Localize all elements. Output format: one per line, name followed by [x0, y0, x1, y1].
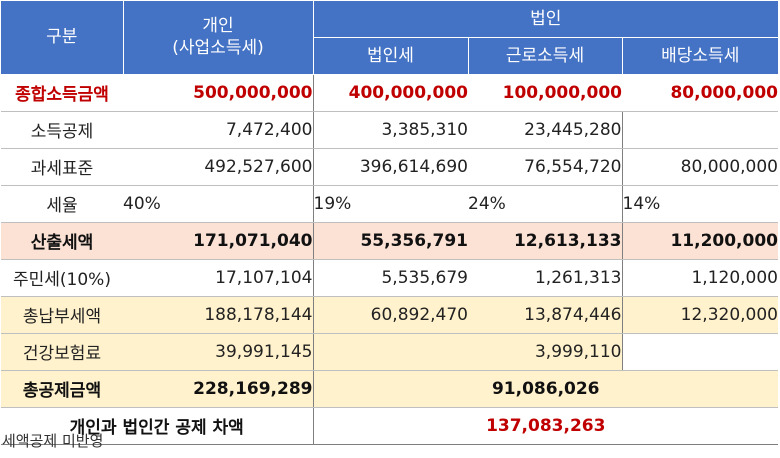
header-corporate: 법인: [313, 1, 778, 38]
cell-corp-tax: 5,535,679: [312, 259, 468, 297]
tax-comparison-table: 구분 개인 (사업소득세) 법인 법인세 근로소득세 배당소득세 종합소득금액 …: [1, 1, 778, 445]
cell-corp-tax: 400,000,000: [312, 74, 468, 112]
cell-corp-tax: 396,614,690: [312, 148, 468, 186]
header-category: 구분: [1, 1, 124, 75]
cell-earned: 13,874,446: [468, 296, 622, 334]
cell-earned: 24%: [468, 185, 622, 223]
cell-individual: 500,000,000: [123, 74, 313, 112]
cell-earned: 23,445,280: [468, 111, 622, 149]
row-label: 과세표준: [1, 148, 123, 186]
cell-individual: 228,169,289: [123, 370, 313, 408]
cell-dividend: 12,320,000: [621, 296, 778, 334]
row-label: 산출세액: [1, 222, 123, 260]
header-dividend-income-tax: 배당소득세: [622, 37, 778, 75]
cell-dividend: 14%: [621, 185, 778, 223]
header-corp-tax: 법인세: [313, 37, 469, 75]
cell-dividend: 11,200,000: [621, 222, 778, 260]
row-label: 총납부세액: [1, 296, 123, 334]
cell-dividend: 1,120,000: [621, 259, 778, 297]
cell-individual: 188,178,144: [123, 296, 313, 334]
cell-individual: 17,107,104: [123, 259, 313, 297]
row-total-deduction: 총공제금액 228,169,289 91,086,026: [1, 370, 778, 408]
cell-difference: 137,083,263: [312, 407, 778, 445]
cell-individual: 40%: [123, 185, 313, 223]
footnote: 세액공제 미반영: [2, 432, 104, 450]
header-earned-income-tax: 근로소득세: [468, 37, 623, 75]
cell-dividend: 80,000,000: [622, 74, 778, 112]
cell-corporate: 91,086,026: [312, 370, 778, 408]
row-resident-tax: 주민세(10%) 17,107,104 5,535,679 1,261,313 …: [1, 259, 778, 297]
row-income-deduction: 소득공제 7,472,400 3,385,310 23,445,280: [1, 111, 778, 149]
row-label: 세율: [1, 185, 123, 223]
cell-corp-tax: 19%: [312, 185, 468, 223]
cell-individual: 171,071,040: [123, 222, 313, 260]
row-label: 건강보험료: [1, 333, 123, 371]
cell-corp-tax: 55,356,791: [312, 222, 468, 260]
cell-earned: 3,999,110: [468, 333, 622, 371]
row-tax-rate: 세율 40% 19% 24% 14%: [1, 185, 778, 223]
cell-earned: 1,261,313: [468, 259, 622, 297]
header-individual-line1: 개인: [202, 16, 234, 37]
header-individual: 개인 (사업소득세): [123, 1, 314, 75]
cell-corp-tax: [312, 333, 468, 371]
row-label: 종합소득금액: [1, 74, 123, 112]
row-label: 총공제금액: [1, 370, 123, 408]
row-label: 개인과 법인간 공제 차액: [1, 407, 313, 445]
row-calculated-tax: 산출세액 171,071,040 55,356,791 12,613,133 1…: [1, 222, 778, 260]
cell-earned: 76,554,720: [468, 148, 622, 186]
header-individual-line2: (사업소득세): [172, 38, 264, 59]
cell-individual: 492,527,600: [123, 148, 313, 186]
cell-individual: 7,472,400: [123, 111, 313, 149]
cell-corp-tax: 60,892,470: [312, 296, 468, 334]
row-difference: 개인과 법인간 공제 차액 137,083,263: [1, 407, 778, 445]
row-total-tax-paid: 총납부세액 188,178,144 60,892,470 13,874,446 …: [1, 296, 778, 334]
cell-dividend: [621, 111, 778, 149]
cell-earned: 12,613,133: [468, 222, 622, 260]
cell-individual: 39,991,145: [123, 333, 313, 371]
row-label: 소득공제: [1, 111, 123, 149]
row-label: 주민세(10%): [1, 259, 123, 297]
cell-earned: 100,000,000: [468, 74, 622, 112]
cell-dividend: 80,000,000: [621, 148, 778, 186]
row-health-insurance: 건강보험료 39,991,145 3,999,110: [1, 333, 778, 371]
row-total-income: 종합소득금액 500,000,000 400,000,000 100,000,0…: [1, 74, 778, 112]
cell-dividend: [621, 333, 778, 371]
cell-corp-tax: 3,385,310: [312, 111, 468, 149]
row-tax-base: 과세표준 492,527,600 396,614,690 76,554,720 …: [1, 148, 778, 186]
